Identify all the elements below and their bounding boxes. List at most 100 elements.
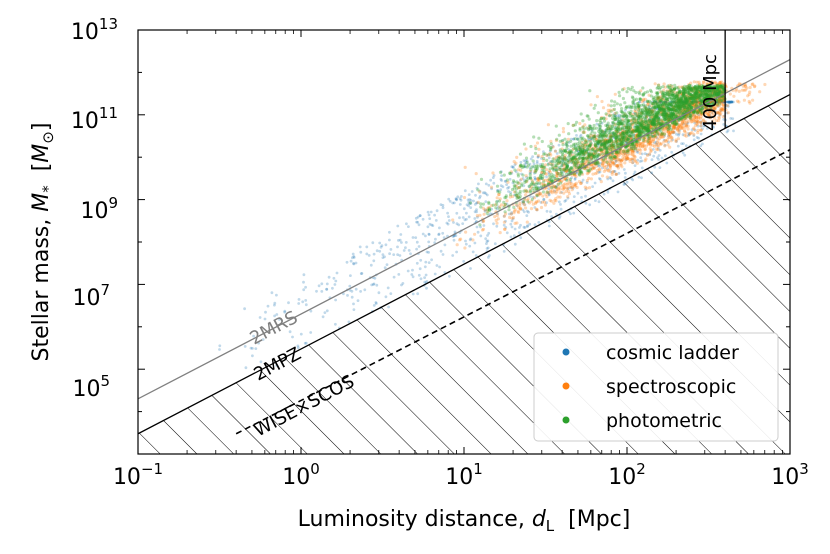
data-point xyxy=(614,116,617,120)
data-point xyxy=(715,100,719,104)
data-point xyxy=(404,241,408,244)
data-point xyxy=(585,181,589,184)
data-point xyxy=(569,182,574,186)
data-point xyxy=(539,201,543,204)
data-point xyxy=(623,134,627,138)
data-point xyxy=(548,174,552,178)
data-point xyxy=(481,220,484,223)
data-point xyxy=(424,260,428,264)
data-point xyxy=(670,130,675,134)
data-point xyxy=(369,263,373,267)
data-point xyxy=(625,139,629,143)
data-point xyxy=(699,124,703,128)
data-point xyxy=(714,111,718,115)
data-point xyxy=(640,159,644,163)
data-point xyxy=(572,195,576,199)
data-point xyxy=(615,102,619,106)
data-point xyxy=(712,125,715,129)
data-point xyxy=(698,100,702,104)
data-point xyxy=(547,192,551,196)
data-point xyxy=(618,151,622,155)
data-point xyxy=(727,100,731,104)
data-point xyxy=(671,114,674,117)
data-point xyxy=(715,100,719,104)
data-point xyxy=(596,142,600,146)
data-point xyxy=(452,221,455,224)
data-point xyxy=(550,199,554,203)
data-point xyxy=(448,199,452,203)
data-point xyxy=(404,246,407,250)
data-point xyxy=(587,117,591,121)
data-point xyxy=(630,105,635,110)
data-point xyxy=(699,124,703,128)
data-point xyxy=(598,177,601,180)
data-point xyxy=(566,181,570,185)
data-point xyxy=(547,220,551,224)
data-point xyxy=(695,103,699,107)
data-point xyxy=(459,198,463,202)
data-point xyxy=(692,138,696,142)
data-point xyxy=(522,184,526,188)
data-point xyxy=(462,207,466,211)
data-point xyxy=(532,183,536,186)
data-point xyxy=(623,153,627,157)
data-point xyxy=(604,112,608,116)
data-point xyxy=(486,246,490,250)
data-point xyxy=(536,153,541,158)
data-point xyxy=(374,301,378,304)
data-point xyxy=(566,160,570,165)
data-point xyxy=(529,195,532,198)
data-point xyxy=(593,134,597,138)
series-spectroscopic xyxy=(451,80,767,250)
data-point xyxy=(716,100,720,104)
data-point xyxy=(566,187,570,191)
data-point xyxy=(545,175,548,179)
data-point xyxy=(511,217,515,221)
data-point xyxy=(575,185,579,190)
data-point xyxy=(512,234,516,238)
data-point xyxy=(532,181,536,185)
data-point xyxy=(671,100,674,104)
data-point xyxy=(598,164,602,168)
data-point xyxy=(512,160,516,164)
data-point xyxy=(554,185,558,188)
data-point xyxy=(558,165,562,169)
data-point xyxy=(540,168,544,172)
data-point xyxy=(517,210,521,215)
data-point xyxy=(702,100,706,104)
data-point xyxy=(652,100,656,104)
data-point xyxy=(567,168,571,172)
data-point xyxy=(537,147,541,151)
data-point xyxy=(580,172,585,176)
data-point xyxy=(641,97,646,101)
data-point xyxy=(590,137,593,141)
data-point xyxy=(458,197,462,201)
data-point xyxy=(722,123,726,126)
data-point xyxy=(632,130,636,134)
data-point xyxy=(583,138,587,142)
data-point xyxy=(509,193,513,197)
data-point xyxy=(632,149,636,153)
data-point xyxy=(636,151,639,154)
data-point xyxy=(499,188,503,192)
data-point xyxy=(297,302,301,305)
data-point xyxy=(634,112,638,116)
data-point xyxy=(602,117,606,121)
data-point xyxy=(561,157,565,161)
data-point xyxy=(673,124,677,128)
data-point xyxy=(611,157,615,161)
data-point xyxy=(665,161,669,165)
data-point xyxy=(627,110,631,114)
data-point xyxy=(711,125,714,129)
data-point xyxy=(630,134,634,138)
data-point xyxy=(752,85,757,89)
data-point xyxy=(618,115,621,119)
data-point xyxy=(635,115,639,118)
data-point xyxy=(499,203,504,207)
data-point xyxy=(658,100,662,104)
data-point xyxy=(530,197,534,201)
data-point xyxy=(516,168,520,172)
data-point xyxy=(492,174,496,177)
data-point xyxy=(386,286,390,290)
data-point xyxy=(569,212,572,216)
